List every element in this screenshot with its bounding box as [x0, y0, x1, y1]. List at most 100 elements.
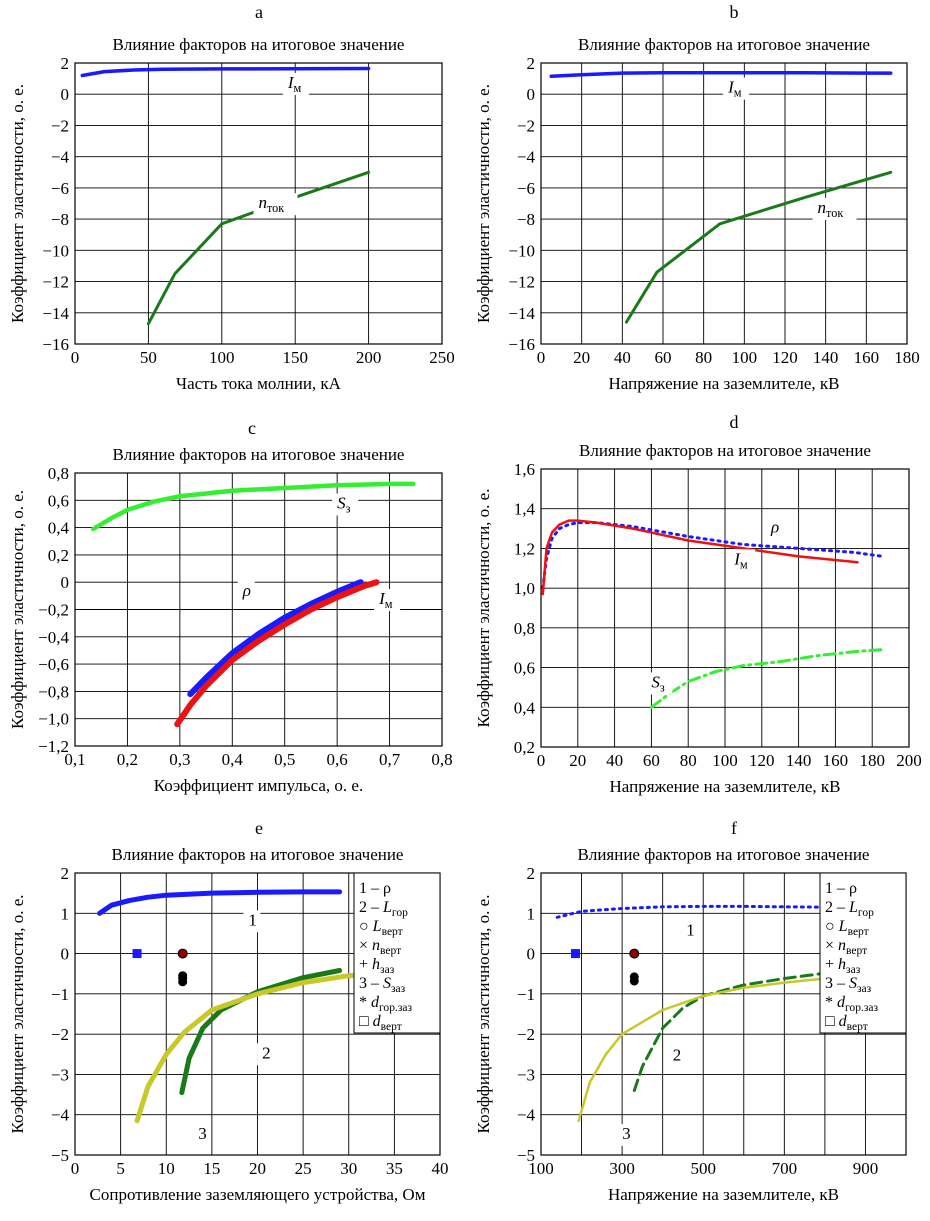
- x-axis-label: Коэффициент импульса, о. е.: [154, 776, 363, 795]
- y-tick-label: 0: [61, 945, 70, 964]
- x-tick-label: 20: [573, 348, 590, 367]
- marker-dot: [178, 977, 187, 986]
- y-tick-label: −12: [42, 273, 69, 292]
- x-tick-label: 0,5: [274, 750, 295, 769]
- y-tick-label: 2: [61, 864, 70, 883]
- y-tick-label: −6: [517, 179, 535, 198]
- x-tick-label: 0: [71, 1159, 80, 1178]
- y-tick-label: 0,2: [48, 546, 69, 565]
- y-tick-label: 2: [61, 54, 70, 73]
- y-tick-label: −1: [51, 985, 69, 1004]
- y-tick-label: 0: [527, 85, 536, 104]
- y-axis-label: Коэффициент эластичности, о. е.: [8, 490, 27, 729]
- y-tick-label: −10: [508, 241, 535, 260]
- panel-letter: b: [730, 2, 739, 22]
- curve-annotation-sub: м: [385, 597, 393, 611]
- legend-entry-symbol: ○: [359, 918, 373, 935]
- y-tick-label: −2: [517, 1025, 535, 1044]
- marker-square: [571, 950, 579, 958]
- legend-entry-sub: верт: [846, 945, 867, 957]
- x-tick-label: 160: [823, 751, 849, 770]
- legend-entry-main: L: [838, 918, 848, 935]
- y-tick-label: −1,2: [38, 737, 69, 756]
- curve-annotation-main: 2: [262, 1043, 271, 1062]
- x-tick-label: 100: [712, 751, 738, 770]
- y-tick-label: −1,0: [38, 710, 69, 729]
- x-tick-label: 200: [896, 751, 922, 770]
- legend-entry-symbol: □: [359, 1013, 373, 1030]
- curve-annotation-main: 2: [673, 1045, 682, 1064]
- y-tick-label: 1,2: [514, 539, 535, 558]
- legend-entry-symbol: *: [825, 994, 837, 1011]
- y-axis-label: Коэффициент эластичности, о. е.: [474, 489, 493, 728]
- y-tick-label: −5: [517, 1146, 535, 1165]
- y-axis-label: Коэффициент эластичности, о. е.: [8, 84, 27, 323]
- legend-entry-main: L: [382, 899, 392, 916]
- curve-annotation-main: n: [818, 198, 827, 217]
- y-tick-label: −2: [51, 1025, 69, 1044]
- x-tick-label: 60: [643, 751, 660, 770]
- y-tick-label: −2: [51, 116, 69, 135]
- panel-letter: f: [731, 818, 737, 838]
- x-tick-label: 40: [432, 1159, 449, 1178]
- curve-annotation-sub: ток: [826, 206, 843, 220]
- legend-entry-main: L: [372, 918, 382, 935]
- curve-annotation-main: 1: [686, 920, 695, 939]
- legend-entry-symbol: ○: [825, 918, 839, 935]
- x-tick-label: 10: [158, 1159, 175, 1178]
- marker-dot: [630, 976, 639, 985]
- curve-annotation: 3: [198, 1124, 207, 1143]
- x-tick-label: 0,3: [169, 750, 190, 769]
- y-tick-label: −0,6: [38, 655, 69, 674]
- y-tick-label: −1: [517, 985, 535, 1004]
- x-tick-label: 0,6: [327, 750, 348, 769]
- legend-entry-symbol: +: [825, 956, 838, 973]
- y-tick-label: 0: [61, 573, 70, 592]
- curve-annotation-main: n: [259, 193, 268, 212]
- x-tick-label: 60: [655, 348, 672, 367]
- y-tick-label: 1: [61, 904, 70, 923]
- legend-entry-main: ρ: [383, 880, 391, 897]
- x-tick-label: 300: [609, 1159, 635, 1178]
- y-tick-label: −3: [51, 1065, 69, 1084]
- legend-entry-sub: заз: [857, 983, 872, 995]
- x-tick-label: 0,4: [222, 750, 244, 769]
- curve-annotation-main: 3: [198, 1124, 207, 1143]
- y-axis-label: Коэффициент эластичности, о. е.: [8, 895, 27, 1134]
- x-tick-label: 100: [209, 348, 235, 367]
- curve-annotation: 3: [622, 1124, 631, 1143]
- curve-annotation-sub: з: [346, 501, 351, 515]
- x-axis-label: Часть тока молнии, кА: [176, 374, 342, 393]
- marker-circle: [630, 949, 639, 958]
- legend-entry-sub: верт: [382, 926, 403, 938]
- x-tick-label: 100: [732, 348, 758, 367]
- legend-entry-sub: верт: [847, 1021, 868, 1033]
- y-tick-label: −14: [508, 304, 535, 323]
- x-tick-label: 120: [749, 751, 775, 770]
- panel-e: e Влияние факторов на итоговое значение 0 5…: [8, 818, 449, 1204]
- panel-a: a Влияние факторов на итоговое значение 0 5…: [8, 2, 455, 393]
- y-tick-label: −14: [42, 304, 69, 323]
- x-tick-label: 0,8: [431, 750, 452, 769]
- curve-annotation-sub: м: [734, 86, 742, 100]
- legend-entry-symbol: *: [359, 994, 371, 1011]
- legend-entry-symbol: 2 –: [825, 899, 849, 916]
- y-tick-label: −8: [51, 210, 69, 229]
- marker-circle: [178, 949, 187, 958]
- curve-annotation: 1: [248, 910, 257, 929]
- x-tick-label: 50: [140, 348, 157, 367]
- legend-entry-symbol: ×: [359, 937, 372, 954]
- x-tick-label: 700: [772, 1159, 798, 1178]
- legend-entry-main: S: [383, 975, 391, 992]
- legend-entry-sub: заз: [391, 983, 406, 995]
- x-axis-label: Напряжение на заземлителе, кВ: [609, 374, 840, 393]
- y-tick-label: −4: [51, 1106, 70, 1125]
- chart-title: Влияние факторов на итоговое значение: [113, 35, 405, 54]
- curve-annotation-main: ρ: [242, 581, 251, 600]
- y-tick-label: −8: [517, 210, 535, 229]
- legend-entry-main: L: [848, 899, 858, 916]
- panel-c: cВлияние факторов на итоговое значение0,…: [8, 418, 453, 795]
- legend-entry-symbol: ×: [825, 937, 838, 954]
- legend-entry-main: h: [838, 956, 846, 973]
